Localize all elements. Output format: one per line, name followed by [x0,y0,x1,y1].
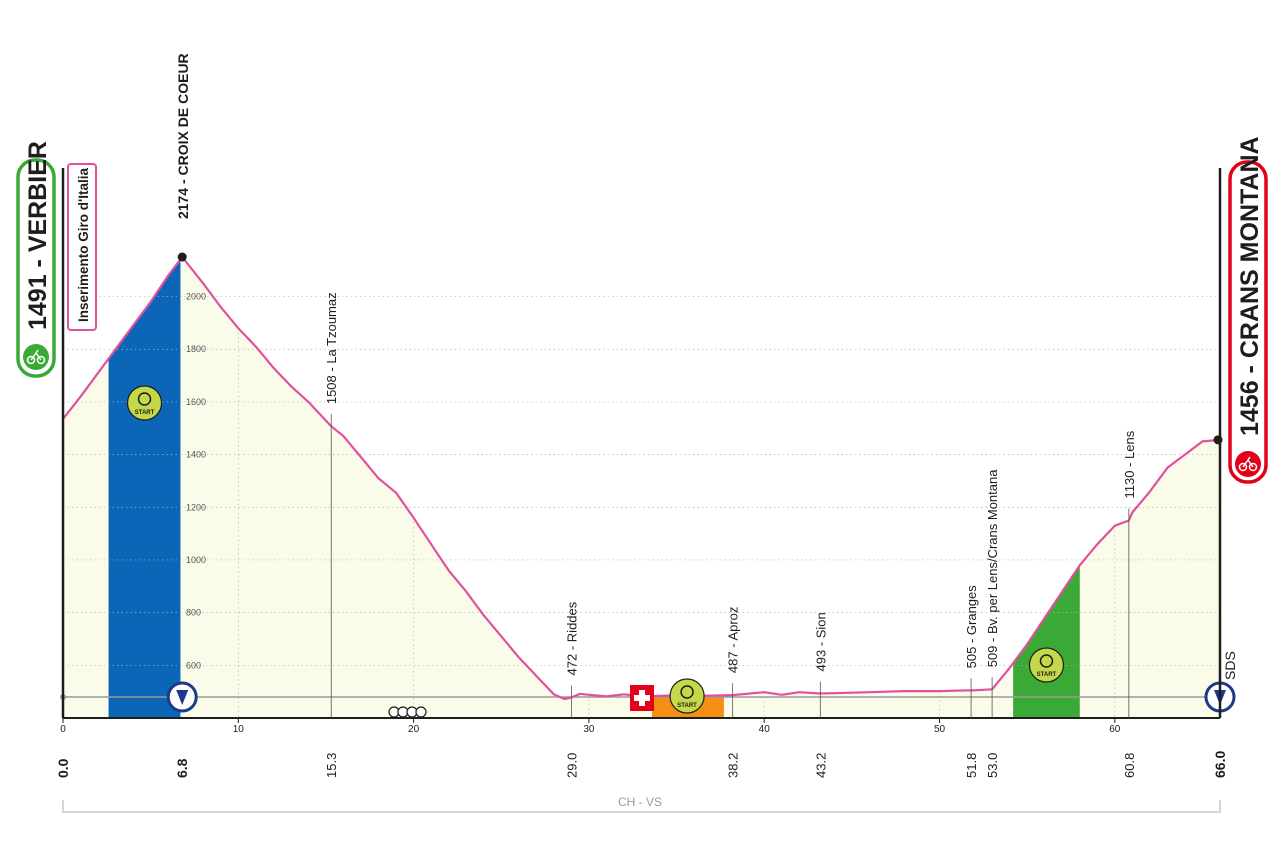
sds-label: SDS [1222,651,1238,680]
km-marker-label: 43.2 [813,753,828,778]
y-tick-label: 2000 [186,292,206,302]
mountain-sprint-icon: START [1028,647,1065,683]
cyclist-icon-wheel [1238,462,1248,472]
badge-glyph [137,392,152,406]
giro-label-box [67,163,97,331]
y-tick-label: 1800 [186,344,206,354]
badge-glyph [680,685,694,699]
elevation-line [62,255,1221,701]
y-tick-label: 1600 [186,397,206,407]
badge-circle [126,385,163,421]
cyclist-icon [1235,451,1261,477]
giro-label-text: Inserimento Giro d'Italia [76,168,91,322]
km-marker-label: 15.3 [324,753,339,778]
region-bracket-line [62,800,1221,813]
stopwatch-icon: START [126,385,163,421]
axis-layer: 0 10 20 30 40 50 60 0.0 6.8 15.3 29.0 38.2 43.2 51.8 5… [55,717,1228,778]
cyclist-icon-wheel [1248,462,1258,472]
km-marker-label: 60.8 [1122,753,1137,778]
start-marker: 1491 - VERBIER [16,141,65,718]
km-marker-label: 53.0 [985,753,1000,778]
flat-sprint-icon: START [669,678,705,714]
place-labels-layer: 2174 - CROIX DE COEUR 1508 - La Tzoumaz 47… [126,53,1236,718]
summit-start-marker [166,681,198,713]
cyclist-icon-wheel [36,355,46,365]
swiss-flag-icon [630,685,654,711]
badge-start-text: START [677,703,697,709]
place-label-summit: 2174 - CROIX DE COEUR [175,53,191,219]
place-label: 1508 - La Tzoumaz [324,292,339,404]
start-badge [16,158,56,378]
grid-layer: 600 800 1000 1200 1400 1600 1800 2000 [60,292,1220,718]
profile-line-layer [62,255,1221,701]
place-label: 493 - Sion [813,612,828,671]
badge-circle [1028,647,1065,683]
km-marker-label: 51.8 [964,753,979,778]
x-tick-label: 50 [934,724,946,735]
finish-badge [1228,160,1268,484]
flat-sprint-segment [652,257,724,718]
region-bracket: CH - VS [62,795,1221,813]
mountain-sprint-segment [1013,257,1080,718]
badge-start-text: START [1037,672,1057,678]
km-marker-label: 29.0 [564,753,579,778]
y-tick-label: 800 [186,608,201,618]
start-label: 1491 - VERBIER [24,141,52,330]
place-label: 1130 - Lens [1122,430,1137,498]
gear-icon [415,706,427,718]
x-tick-label: 20 [408,724,420,735]
place-label: 487 - Aproz [726,607,741,674]
km-marker-label: 38.2 [726,753,741,778]
x-tick-label: 30 [583,724,595,735]
cyclist-icon [23,344,49,370]
x-tick-label: 40 [759,724,771,735]
region-label: CH - VS [618,795,662,809]
place-label: 509 - Bv. per Lens/Crans Montana [985,469,1000,668]
flag-cross-h [634,695,650,701]
badge-glyph [1039,654,1054,668]
y-tick-label: 1200 [186,502,206,512]
cyclist-icon-wheel [26,355,36,365]
place-label: 505 - Granges [964,585,979,669]
km-marker-label: 66.0 [1212,751,1228,778]
km-marker-label: 0.0 [55,758,71,778]
finish-label: 1456 - CRANS MONTANA [1236,136,1264,436]
finish-marker: 1456 - CRANS MONTANA [1218,136,1268,718]
cyclist-icon-frame [1242,456,1254,468]
cyclist-icon-frame [30,349,42,361]
summit-dot [177,252,187,262]
x-tick-label: 0 [60,724,66,735]
badge-start-text: START [135,410,155,416]
profile-area [63,257,1220,718]
giro-label: Inserimento Giro d'Italia [67,163,97,331]
x-tick-label: 60 [1109,724,1121,735]
km-marker-label: 6.8 [174,758,190,778]
x-tick-label: 10 [233,724,245,735]
y-tick-label: 1400 [186,450,206,460]
badge-circle [669,678,705,714]
v-marker-icon [176,690,189,705]
place-label: 472 - Riddes [564,601,579,675]
y-tick-label: 600 [186,660,201,670]
y-tick-label: 1000 [186,555,206,565]
profile-fill-layer [63,257,1220,718]
